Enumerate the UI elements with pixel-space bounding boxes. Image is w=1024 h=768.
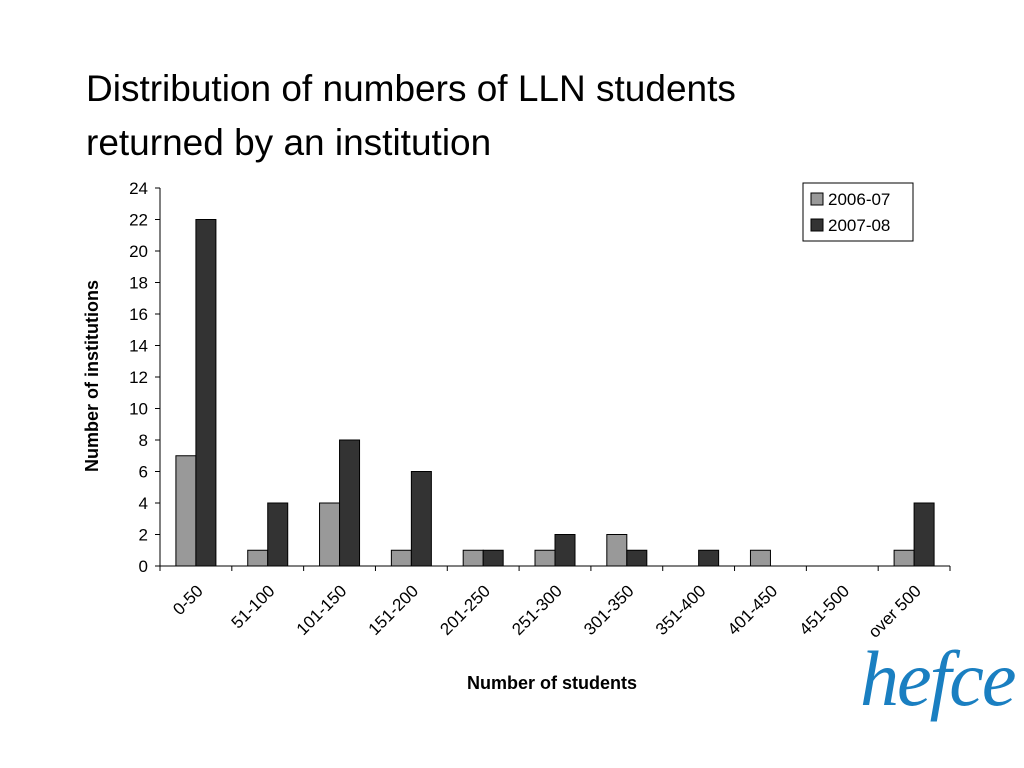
bar: [462, 549, 484, 567]
bar: [195, 219, 217, 567]
bar: [339, 439, 361, 567]
y-tick-label: 2: [139, 526, 148, 545]
x-tick-label: 451-500: [796, 581, 854, 639]
y-tick-label: 0: [139, 557, 148, 576]
x-tick-label: 301-350: [580, 581, 638, 639]
bar: [534, 549, 556, 567]
bar: [606, 534, 628, 567]
bar: [554, 534, 576, 567]
y-tick-label: 24: [129, 179, 148, 198]
y-tick-label: 14: [129, 337, 148, 356]
bar: [390, 549, 412, 567]
x-tick-label: 151-200: [365, 581, 423, 639]
y-tick-label: 4: [139, 494, 148, 513]
legend-label: 2007-08: [828, 216, 890, 235]
x-tick-label: 401-450: [724, 581, 782, 639]
x-tick-label: 51-100: [228, 581, 279, 632]
bar: [410, 471, 432, 567]
legend-label: 2006-07: [828, 190, 890, 209]
bar: [267, 502, 289, 567]
bar: [893, 549, 915, 567]
y-tick-label: 12: [129, 368, 148, 387]
x-tick-label: over 500: [865, 581, 925, 641]
x-tick-label: 251-300: [508, 581, 566, 639]
x-tick-label: 351-400: [652, 581, 710, 639]
y-tick-label: 10: [129, 400, 148, 419]
hefce-logo: hefce: [860, 635, 1017, 722]
title-line-1: Distribution of numbers of LLN students: [86, 68, 736, 109]
x-axis-title: Number of students: [467, 673, 637, 693]
bar: [698, 549, 720, 567]
y-tick-label: 18: [129, 274, 148, 293]
bar: [319, 502, 341, 567]
title-line-2: returned by an institution: [86, 122, 492, 163]
y-tick-label: 20: [129, 242, 148, 261]
y-tick-label: 8: [139, 431, 148, 450]
bar: [749, 549, 771, 567]
bar: [247, 549, 269, 567]
y-axis-title: Number of institutions: [82, 280, 102, 472]
x-tick-label: 201-250: [436, 581, 494, 639]
bar: [175, 455, 197, 567]
y-tick-label: 16: [129, 305, 148, 324]
legend-swatch: [810, 192, 824, 206]
x-tick-label: 101-150: [293, 581, 351, 639]
x-tick-label: 0-50: [169, 581, 206, 618]
y-tick-label: 22: [129, 211, 148, 230]
bar: [626, 549, 648, 567]
bar: [482, 549, 504, 567]
bar: [913, 502, 935, 567]
page-title: Distribution of numbers of LLN students …: [86, 62, 946, 170]
legend-swatch: [810, 218, 824, 232]
y-tick-label: 6: [139, 463, 148, 482]
